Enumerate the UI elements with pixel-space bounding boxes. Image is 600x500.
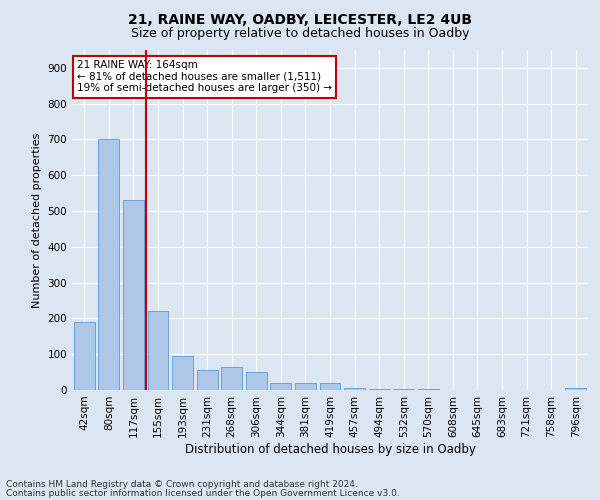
Text: Size of property relative to detached houses in Oadby: Size of property relative to detached ho… [131,28,469,40]
Bar [565,388,586,390]
Bar [344,388,365,390]
Text: Contains HM Land Registry data © Crown copyright and database right 2024.: Contains HM Land Registry data © Crown c… [6,480,358,489]
Bar [320,383,340,390]
Bar [98,140,119,390]
Bar [197,370,218,390]
Bar [393,389,414,390]
Bar [246,372,267,390]
Bar [418,389,439,390]
Bar [221,366,242,390]
Text: 21 RAINE WAY: 164sqm
← 81% of detached houses are smaller (1,511)
19% of semi-de: 21 RAINE WAY: 164sqm ← 81% of detached h… [77,60,332,94]
Bar [148,312,169,390]
Text: Contains public sector information licensed under the Open Government Licence v3: Contains public sector information licen… [6,488,400,498]
Bar [172,356,193,390]
Bar [123,200,144,390]
Text: 21, RAINE WAY, OADBY, LEICESTER, LE2 4UB: 21, RAINE WAY, OADBY, LEICESTER, LE2 4UB [128,12,472,26]
Bar [295,383,316,390]
X-axis label: Distribution of detached houses by size in Oadby: Distribution of detached houses by size … [185,442,475,456]
Bar [74,322,95,390]
Bar [368,389,389,390]
Bar [271,383,292,390]
Y-axis label: Number of detached properties: Number of detached properties [32,132,42,308]
